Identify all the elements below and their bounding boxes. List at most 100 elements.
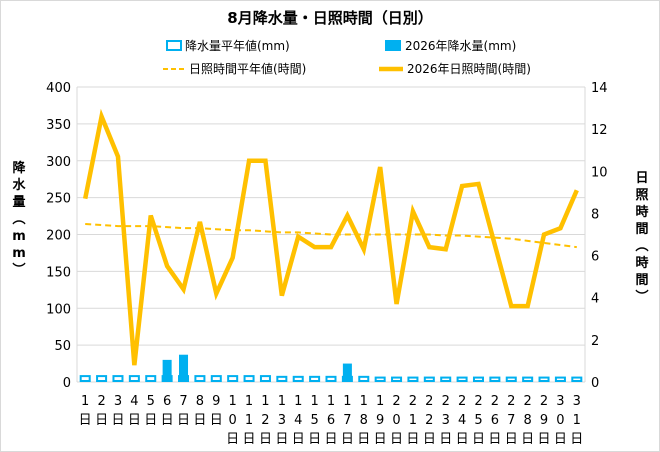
x-tick-label-21: 2 1 日 bbox=[406, 394, 419, 447]
x-tick-label-19: 1 9 日 bbox=[374, 394, 387, 447]
x-tick-day-suffix: 日 bbox=[341, 432, 354, 447]
x-tick-digit: 1 bbox=[294, 394, 302, 409]
x-tick-digit: 1 bbox=[245, 413, 253, 428]
actual-precip-bar-7 bbox=[179, 354, 189, 382]
x-tick-label-18: 1 8 日 bbox=[357, 394, 370, 447]
left-tick-label-7: 350 bbox=[46, 118, 71, 133]
x-tick-day-suffix: 日 bbox=[357, 432, 370, 447]
x-tick-day-suffix: 日 bbox=[128, 413, 141, 428]
x-tick-day-suffix: 日 bbox=[554, 432, 567, 447]
right-tick-label-1: 2 bbox=[591, 334, 599, 349]
normal-precip-bar-14 bbox=[292, 375, 304, 382]
x-tick-digit: 2 bbox=[491, 394, 499, 409]
x-tick-digit: 3 bbox=[442, 413, 450, 428]
x-tick-digit: 7 bbox=[179, 394, 187, 409]
x-tick-day-suffix: 日 bbox=[79, 413, 92, 428]
x-tick-day-suffix: 日 bbox=[259, 432, 272, 447]
x-tick-day-suffix: 日 bbox=[570, 432, 583, 447]
normal-precip-bar-4 bbox=[128, 375, 140, 383]
x-tick-label-29: 2 9 日 bbox=[538, 394, 551, 447]
x-tick-digit: 6 bbox=[327, 413, 335, 428]
x-tick-digit: 2 bbox=[425, 413, 433, 428]
actual-precip-bars bbox=[162, 354, 352, 382]
right-axis-ticks: 0 2 4 6 8 10 12 14 bbox=[591, 81, 608, 391]
left-axis-ticks: 0 50 100 150 200 250 300 350 400 bbox=[46, 81, 71, 391]
x-tick-label-30: 3 0 日 bbox=[554, 394, 567, 447]
legend-label-2026-precip: 2026年降水量(mm) bbox=[405, 39, 516, 53]
x-tick-day-suffix: 日 bbox=[374, 432, 387, 447]
x-tick-digit: 2 bbox=[261, 413, 269, 428]
legend-label-normal-sunshine: 日照時間平年値(時間) bbox=[189, 61, 306, 76]
x-tick-label-22: 2 2 日 bbox=[423, 394, 436, 447]
x-tick-day-suffix: 日 bbox=[292, 432, 305, 447]
normal-precip-bar-18 bbox=[358, 375, 370, 382]
normal-precip-bar-2 bbox=[96, 375, 108, 383]
x-tick-digit: 2 bbox=[507, 394, 515, 409]
x-tick-label-10: 1 0 日 bbox=[226, 394, 239, 447]
x-tick-day-suffix: 日 bbox=[95, 413, 108, 428]
left-tick-label-3: 150 bbox=[46, 265, 71, 280]
x-tick-digit: 1 bbox=[229, 394, 237, 409]
x-tick-digit: 2 bbox=[392, 394, 400, 409]
x-tick-digit: 3 bbox=[556, 394, 564, 409]
left-tick-label-4: 200 bbox=[46, 229, 71, 244]
left-tick-label-6: 300 bbox=[46, 155, 71, 170]
left-tick-label-5: 250 bbox=[46, 192, 71, 207]
left-tick-label-0: 0 bbox=[63, 376, 71, 391]
normal-precip-bar-8 bbox=[194, 375, 206, 383]
x-tick-label-4: 4日 bbox=[128, 394, 141, 428]
normal-precip-bar-27 bbox=[505, 376, 517, 383]
x-tick-day-suffix: 日 bbox=[406, 432, 419, 447]
x-tick-digit: 5 bbox=[147, 394, 155, 409]
legend-swatch-2026-precip bbox=[385, 40, 401, 51]
actual-precip-bar-17 bbox=[342, 363, 352, 382]
normal-precip-bar-20 bbox=[391, 376, 403, 383]
x-tick-label-20: 2 0 日 bbox=[390, 394, 403, 447]
x-tick-day-suffix: 日 bbox=[111, 413, 124, 428]
right-axis-title: 日照時間︵時間︶ bbox=[634, 171, 648, 305]
x-tick-digit: 2 bbox=[425, 394, 433, 409]
x-tick-label-1: 1日 bbox=[79, 394, 92, 428]
x-tick-digit: 8 bbox=[196, 394, 204, 409]
x-tick-label-9: 9日 bbox=[210, 394, 223, 428]
x-tick-day-suffix: 日 bbox=[488, 432, 501, 447]
left-tick-label-1: 50 bbox=[54, 339, 71, 354]
x-tick-digit: 1 bbox=[278, 394, 286, 409]
x-tick-digit: 4 bbox=[458, 413, 466, 428]
left-axis-title-text: 降水量︵ m m ︶ bbox=[11, 160, 26, 278]
x-tick-label-13: 1 3 日 bbox=[275, 394, 288, 447]
x-tick-digit: 8 bbox=[360, 413, 368, 428]
x-tick-digit: 1 bbox=[409, 413, 417, 428]
left-axis-title: 降水量︵ m m ︶ bbox=[11, 160, 26, 278]
right-tick-label-4: 8 bbox=[591, 207, 599, 222]
normal-precip-bar-13 bbox=[276, 375, 288, 382]
x-axis-ticks: 1日2日3日4日5日6日7日8日9日10日11日12日13日14日15日16日1… bbox=[79, 394, 584, 447]
x-tick-day-suffix: 日 bbox=[439, 432, 452, 447]
normal-precip-bar-10 bbox=[227, 375, 239, 383]
chart-title: 8月降水量・日照時間（日別） bbox=[227, 9, 432, 27]
sunshine-line bbox=[82, 108, 579, 366]
x-tick-label-24: 2 4 日 bbox=[456, 394, 469, 447]
x-tick-digit: 0 bbox=[556, 413, 564, 428]
x-tick-digit: 2 bbox=[97, 394, 105, 409]
x-tick-digit: 2 bbox=[409, 394, 417, 409]
normal-precip-bar-24 bbox=[456, 376, 468, 383]
x-tick-label-8: 8日 bbox=[193, 394, 206, 428]
x-tick-digit: 1 bbox=[310, 394, 318, 409]
gridlines bbox=[76, 86, 586, 383]
x-tick-day-suffix: 日 bbox=[423, 432, 436, 447]
right-axis-title-text: 日照時間︵時間︶ bbox=[634, 171, 648, 305]
x-tick-digit: 1 bbox=[376, 394, 384, 409]
normal-precip-bar-25 bbox=[472, 376, 484, 383]
x-tick-digit: 7 bbox=[507, 413, 515, 428]
normal-precip-bar-1 bbox=[79, 375, 91, 383]
x-tick-day-suffix: 日 bbox=[456, 432, 469, 447]
normal-precip-bar-16 bbox=[325, 375, 337, 382]
sunshine-lines bbox=[82, 108, 579, 366]
x-tick-day-suffix: 日 bbox=[308, 432, 321, 447]
left-tick-label-2: 100 bbox=[46, 302, 71, 317]
normal-precip-bar-30 bbox=[554, 376, 566, 383]
x-tick-day-suffix: 日 bbox=[538, 432, 551, 447]
normal-precip-bar-3 bbox=[112, 375, 124, 383]
